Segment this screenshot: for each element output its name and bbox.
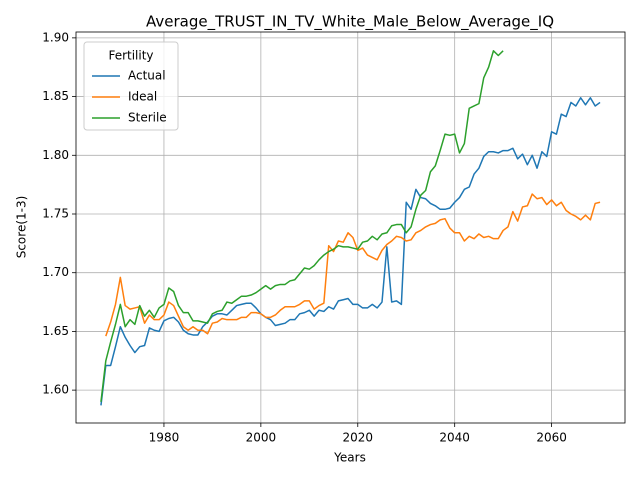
plot-frame bbox=[75, 31, 626, 424]
legend-title: Fertility bbox=[108, 49, 153, 63]
x-tick-label: 2040 bbox=[439, 431, 470, 445]
y-tick-label: 1.80 bbox=[42, 148, 69, 162]
y-tick-label: 1.60 bbox=[42, 383, 69, 397]
chart-title: Average_TRUST_IN_TV_White_Male_Below_Ave… bbox=[146, 13, 554, 32]
x-tick-label: 1980 bbox=[149, 431, 180, 445]
y-tick-label: 1.65 bbox=[42, 324, 69, 338]
y-axis-label: Score(1-3) bbox=[15, 196, 29, 259]
y-tick-label: 1.70 bbox=[42, 265, 69, 279]
y-tick-label: 1.75 bbox=[42, 206, 69, 220]
legend-box bbox=[83, 41, 179, 131]
x-tick-label: 2060 bbox=[536, 431, 567, 445]
series-line bbox=[100, 50, 504, 402]
y-tick-label: 1.90 bbox=[42, 30, 69, 44]
x-tick-label: 2020 bbox=[342, 431, 373, 445]
series-line bbox=[100, 97, 601, 406]
y-tick-label: 1.85 bbox=[42, 89, 69, 103]
legend-label: Sterile bbox=[128, 111, 167, 125]
x-axis-label: Years bbox=[333, 451, 366, 465]
legend-label: Actual bbox=[128, 69, 166, 83]
series-line bbox=[105, 193, 601, 337]
legend-label: Ideal bbox=[128, 90, 157, 104]
x-tick-label: 2000 bbox=[246, 431, 277, 445]
